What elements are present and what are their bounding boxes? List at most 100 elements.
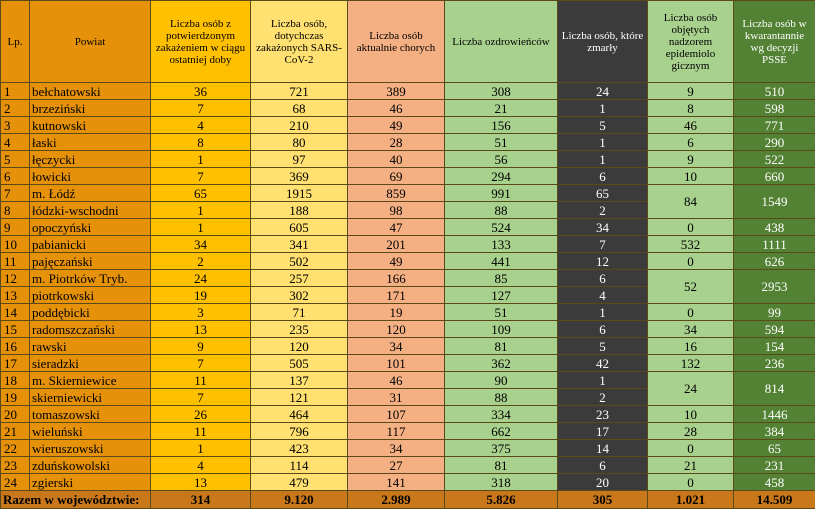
- table-row: 19 skierniewicki 7 121 31 88 2: [0, 388, 815, 406]
- row-deaths: 2: [557, 201, 648, 219]
- row-active-cases: 141: [347, 473, 445, 491]
- row-deaths: 4: [557, 286, 648, 304]
- row-lp: 12: [0, 269, 30, 287]
- row-recovered: 85: [444, 269, 558, 287]
- row-supervision: 0: [647, 303, 734, 321]
- totals-new: 314: [150, 490, 251, 509]
- row-powiat: m. Łódź: [29, 184, 151, 202]
- table-row: 15 radomszczański 13 235 120 109 6 34 594: [0, 320, 815, 338]
- table-row: 23 zduńskowolski 4 114 27 81 6 21 231: [0, 456, 815, 474]
- row-powiat: piotrkowski: [29, 286, 151, 304]
- row-supervision: 8: [647, 99, 734, 117]
- row-supervision: 24: [647, 371, 734, 406]
- row-recovered: 294: [444, 167, 558, 185]
- row-total-cases: 235: [250, 320, 348, 338]
- row-lp: 11: [0, 252, 30, 270]
- row-recovered: 524: [444, 218, 558, 236]
- table-row: 20 tomaszowski 26 464 107 334 23 10 1446: [0, 405, 815, 423]
- row-powiat: wieruszowski: [29, 439, 151, 457]
- row-recovered: 88: [444, 201, 558, 219]
- row-active-cases: 98: [347, 201, 445, 219]
- row-total-cases: 505: [250, 354, 348, 372]
- row-new-cases: 11: [150, 371, 251, 389]
- row-new-cases: 1: [150, 218, 251, 236]
- row-deaths: 7: [557, 235, 648, 253]
- row-new-cases: 11: [150, 422, 251, 440]
- row-deaths: 1: [557, 150, 648, 168]
- row-supervision: 52: [647, 269, 734, 304]
- row-active-cases: 46: [347, 99, 445, 117]
- header-row: Lp. Powiat Liczba osób z potwierdzonym z…: [0, 0, 815, 83]
- row-quarantine: 231: [733, 456, 815, 474]
- row-active-cases: 166: [347, 269, 445, 287]
- row-total-cases: 137: [250, 371, 348, 389]
- row-powiat: m. Piotrków Tryb.: [29, 269, 151, 287]
- row-new-cases: 2: [150, 252, 251, 270]
- header-new-cases: Liczba osób z potwierdzonym zakażeniem w…: [150, 0, 251, 83]
- row-lp: 15: [0, 320, 30, 338]
- row-new-cases: 1: [150, 201, 251, 219]
- row-supervision: 6: [647, 133, 734, 151]
- row-quarantine: 510: [733, 82, 815, 100]
- row-recovered: 21: [444, 99, 558, 117]
- row-deaths: 2: [557, 388, 648, 406]
- row-active-cases: 101: [347, 354, 445, 372]
- table-row: 22 wieruszowski 1 423 34 375 14 0 65: [0, 439, 815, 457]
- totals-recovered: 5.826: [444, 490, 558, 509]
- row-powiat: kutnowski: [29, 116, 151, 134]
- row-new-cases: 65: [150, 184, 251, 202]
- row-powiat: poddębicki: [29, 303, 151, 321]
- row-active-cases: 69: [347, 167, 445, 185]
- row-total-cases: 796: [250, 422, 348, 440]
- row-new-cases: 8: [150, 133, 251, 151]
- header-active-cases: Liczba osób aktualnie chorych: [347, 0, 445, 83]
- row-quarantine: 814: [733, 371, 815, 406]
- row-powiat: sieradzki: [29, 354, 151, 372]
- row-quarantine: 1111: [733, 235, 815, 253]
- row-deaths: 6: [557, 167, 648, 185]
- table-row: 10 pabianicki 34 341 201 133 7 532 1111: [0, 235, 815, 253]
- totals-row: Razem w województwie: 314 9.120 2.989 5.…: [0, 490, 815, 509]
- row-powiat: opoczyński: [29, 218, 151, 236]
- table-row: 3 kutnowski 4 210 49 156 5 46 771: [0, 116, 815, 134]
- totals-supervision: 1.021: [647, 490, 734, 509]
- row-active-cases: 201: [347, 235, 445, 253]
- row-total-cases: 257: [250, 269, 348, 287]
- row-active-cases: 27: [347, 456, 445, 474]
- row-lp: 21: [0, 422, 30, 440]
- header-supervision: Liczba osób objętych nadzorem epidemiolo…: [647, 0, 734, 83]
- row-deaths: 23: [557, 405, 648, 423]
- row-powiat: m. Skierniewice: [29, 371, 151, 389]
- row-lp: 8: [0, 201, 30, 219]
- row-supervision: 46: [647, 116, 734, 134]
- row-supervision: 10: [647, 405, 734, 423]
- row-active-cases: 49: [347, 252, 445, 270]
- row-supervision: 532: [647, 235, 734, 253]
- row-lp: 10: [0, 235, 30, 253]
- row-quarantine: 99: [733, 303, 815, 321]
- row-new-cases: 7: [150, 388, 251, 406]
- row-deaths: 5: [557, 116, 648, 134]
- table-row: 4 łaski 8 80 28 51 1 6 290: [0, 133, 815, 151]
- row-quarantine: 522: [733, 150, 815, 168]
- row-recovered: 133: [444, 235, 558, 253]
- row-deaths: 14: [557, 439, 648, 457]
- table-row: 14 poddębicki 3 71 19 51 1 0 99: [0, 303, 815, 321]
- row-quarantine: 660: [733, 167, 815, 185]
- row-recovered: 362: [444, 354, 558, 372]
- header-recovered: Liczba ozdrowieńców: [444, 0, 558, 83]
- row-lp: 4: [0, 133, 30, 151]
- header-powiat: Powiat: [29, 0, 151, 83]
- row-total-cases: 502: [250, 252, 348, 270]
- row-lp: 22: [0, 439, 30, 457]
- row-supervision: 21: [647, 456, 734, 474]
- row-quarantine: 65: [733, 439, 815, 457]
- row-supervision: 10: [647, 167, 734, 185]
- row-powiat: zduńskowolski: [29, 456, 151, 474]
- row-quarantine: 236: [733, 354, 815, 372]
- row-deaths: 5: [557, 337, 648, 355]
- row-active-cases: 120: [347, 320, 445, 338]
- table-body: 1 bełchatowski 36 721 389 308 24 9 510 2 brzezińsk…: [0, 82, 815, 491]
- row-active-cases: 107: [347, 405, 445, 423]
- totals-total: 9.120: [250, 490, 348, 509]
